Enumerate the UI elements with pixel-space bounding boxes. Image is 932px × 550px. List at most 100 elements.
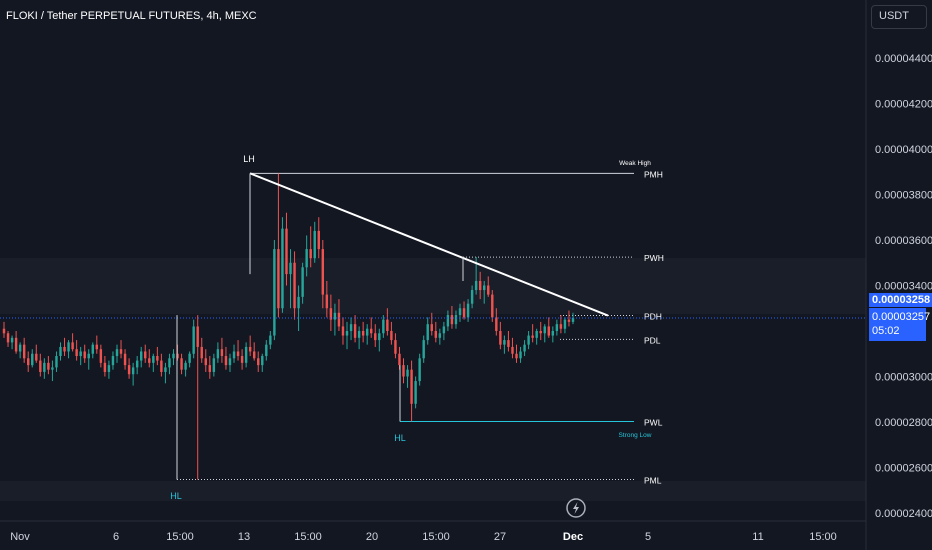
candle-body <box>531 335 534 338</box>
candle-body <box>474 280 478 291</box>
candle-body <box>285 228 288 275</box>
candle-body <box>349 324 353 331</box>
candle-body <box>301 267 304 297</box>
candle-body <box>555 324 559 331</box>
candles-layer <box>2 173 575 480</box>
currency-button[interactable]: USDT <box>871 5 927 29</box>
candle-body <box>527 335 530 345</box>
candle-body <box>156 356 159 361</box>
candle-body <box>567 319 571 322</box>
candle-body <box>103 362 107 372</box>
time-tick-label: 13 <box>238 531 250 543</box>
candle-body <box>14 337 18 352</box>
candle-body <box>228 358 232 366</box>
candle-body <box>478 280 482 291</box>
candle-body <box>43 362 46 372</box>
price-axis[interactable]: 0.00004400 0.00004200 0.00004000 0.00003800… <box>875 53 932 520</box>
candle-body <box>200 346 203 359</box>
candle-body <box>180 358 183 370</box>
current-price-tag: 0.00003257 05:02 <box>869 308 931 341</box>
candle-body <box>426 324 429 341</box>
time-tick-label: 5 <box>645 531 651 543</box>
candle-body <box>91 344 94 354</box>
candle-body <box>547 326 550 336</box>
candle-body <box>571 318 575 322</box>
candle-body <box>131 367 135 375</box>
time-tick-label: 15:00 <box>809 531 837 543</box>
candle-body <box>450 315 454 325</box>
candle-body <box>313 230 316 259</box>
candle-body <box>31 353 34 366</box>
price-tick-label: 0.00004000 <box>875 144 932 156</box>
candle-body <box>265 344 268 357</box>
candle-body <box>495 317 498 331</box>
candle-body <box>422 340 425 359</box>
candle-body <box>378 333 381 341</box>
candle-body <box>216 349 220 359</box>
bar-countdown: 05:02 <box>872 325 900 337</box>
candle-body <box>325 294 329 309</box>
candle-body <box>382 319 385 334</box>
candle-body <box>321 249 325 295</box>
time-tick-label: 27 <box>494 531 506 543</box>
candle-body <box>410 369 413 404</box>
candle-body <box>257 358 260 366</box>
current-price-value: 0.00003257 <box>872 311 931 323</box>
candle-body <box>470 290 474 304</box>
resistance-zone <box>0 258 866 314</box>
price-tick-label: 0.00002600 <box>875 463 932 475</box>
level-label-pwl: PWL <box>644 418 663 428</box>
candle-body <box>6 333 10 343</box>
price-tick-label: 0.00003400 <box>875 281 932 293</box>
levels-layer: PWH PDH PDL PWL PML PMH <box>177 169 664 486</box>
candle-body <box>329 308 333 320</box>
level-label-pdl: PDL <box>644 335 661 345</box>
candle-body <box>503 340 506 345</box>
level-label-pml: PML <box>644 476 662 486</box>
candle-body <box>442 326 446 334</box>
candle-body <box>212 358 216 372</box>
time-tick-label: 15:00 <box>422 531 450 543</box>
annotation-hl-2: HL <box>394 433 406 443</box>
candle-body <box>236 351 240 357</box>
last-price-tag: 0.00003258 <box>869 293 932 307</box>
candle-body <box>499 331 502 345</box>
candle-body <box>208 365 212 372</box>
candle-body <box>551 331 555 336</box>
annotation-hl-1: HL <box>170 491 182 501</box>
candle-body <box>539 331 542 334</box>
candle-body <box>261 356 264 366</box>
candle-body <box>152 356 155 363</box>
candle-body <box>204 358 207 366</box>
candle-body <box>59 346 62 357</box>
chart-title: FLOKI / Tether PERPETUAL FUTURES, 4h, ME… <box>6 10 257 22</box>
candle-body <box>487 285 490 295</box>
candle-body <box>184 362 187 370</box>
candle-body <box>99 349 103 363</box>
candle-body <box>466 303 470 318</box>
candle-body <box>333 312 337 320</box>
time-axis[interactable]: Nov 6 15:00 13 15:00 20 15:00 27 Dec 5 11 15:00 <box>10 531 837 543</box>
candle-body <box>357 331 361 338</box>
time-tick-label: Nov <box>10 531 30 543</box>
price-tick-label: 0.00002400 <box>875 508 932 520</box>
candle-body <box>87 353 90 359</box>
candle-body <box>543 326 546 334</box>
time-tick-label: 15:00 <box>166 531 194 543</box>
candle-body <box>507 340 510 347</box>
candle-body <box>139 351 143 361</box>
candle-body <box>67 342 70 352</box>
candle-body <box>115 349 119 357</box>
candle-body <box>111 356 115 366</box>
candle-body <box>71 342 74 350</box>
candle-body <box>47 362 50 370</box>
trendline <box>249 172 609 317</box>
candle-body <box>293 262 296 309</box>
price-tick-label: 0.00004400 <box>875 53 932 65</box>
candle-body <box>402 365 405 377</box>
candle-body <box>305 249 308 268</box>
candle-body <box>83 351 86 359</box>
candle-body <box>119 349 123 354</box>
candle-body <box>188 353 191 363</box>
